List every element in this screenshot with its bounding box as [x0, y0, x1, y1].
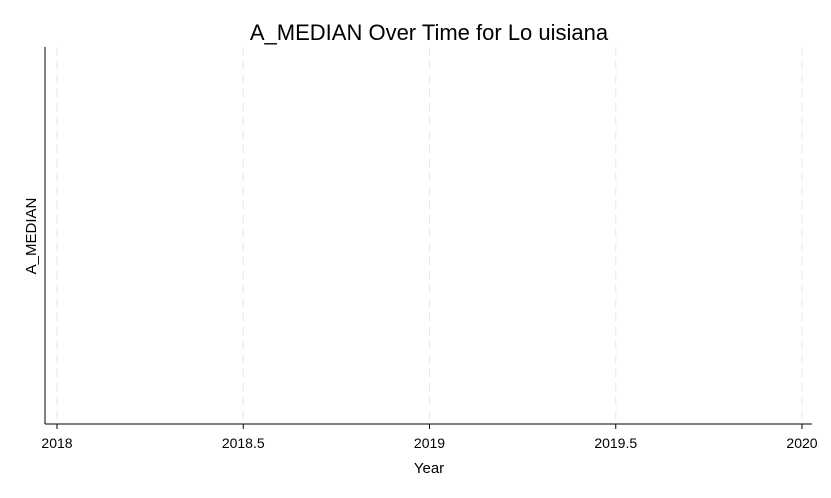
x-axis-label: Year	[414, 460, 444, 477]
x-tick-label: 2018	[41, 435, 72, 451]
x-gridlines	[56, 47, 803, 424]
y-axis-label: A_MEDIAN	[23, 198, 40, 275]
x-tick-label: 2019.5	[594, 435, 637, 451]
chart-title: A_MEDIAN Over Time for Lo uisiana	[250, 20, 609, 45]
x-tick-label: 2018.5	[222, 435, 265, 451]
x-tick-label: 2019	[414, 435, 445, 451]
x-tick-label: 2020	[786, 435, 817, 451]
x-ticks: 2018 2018.5 2019 2019.5 2020	[41, 424, 818, 451]
